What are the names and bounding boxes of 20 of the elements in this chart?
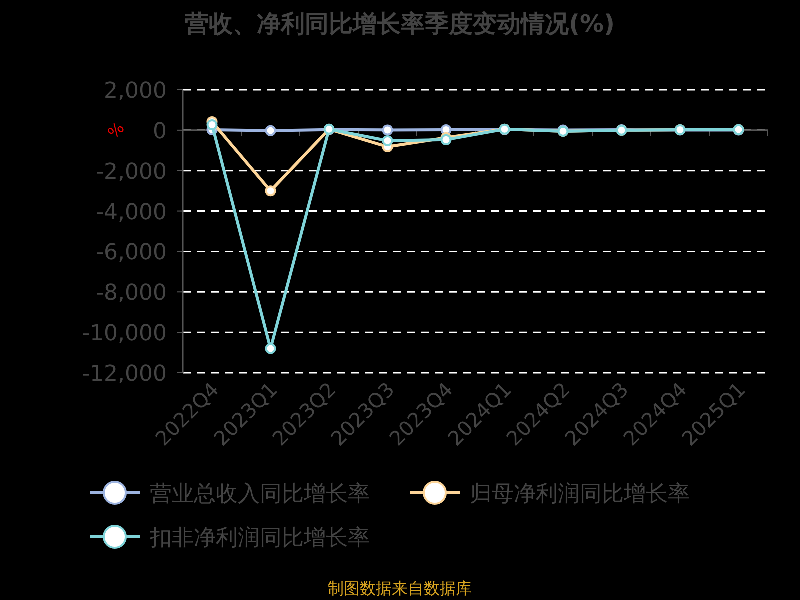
- point: [265, 186, 276, 197]
- y-tick-label: 2,000: [104, 79, 167, 104]
- y-tick-label: -2,000: [96, 160, 167, 185]
- text: 制图数据来自数据库: [328, 579, 472, 598]
- point: [206, 119, 218, 130]
- legend-label: 归母净利润同比增长率: [470, 482, 690, 507]
- y-axis-title: %: [104, 118, 128, 143]
- y-tick-label: -6,000: [96, 240, 167, 266]
- y-tick-label: -8,000: [96, 281, 167, 306]
- y-tick-label: -10,000: [82, 322, 167, 347]
- legend-label: 扣非净利润同比增长率: [149, 526, 370, 551]
- point: [382, 124, 394, 136]
- legend-label: 营业总收入同比增长率: [150, 482, 370, 507]
- point: [265, 343, 276, 354]
- point: [382, 135, 394, 146]
- point: [265, 125, 276, 136]
- chart-title: 营收、净利同比增长率季度变动情况(%): [184, 10, 615, 38]
- y-tick-label: 0: [153, 119, 167, 144]
- y-tick-label: -4,000: [96, 200, 167, 226]
- y-tick-label: -12,000: [82, 362, 167, 387]
